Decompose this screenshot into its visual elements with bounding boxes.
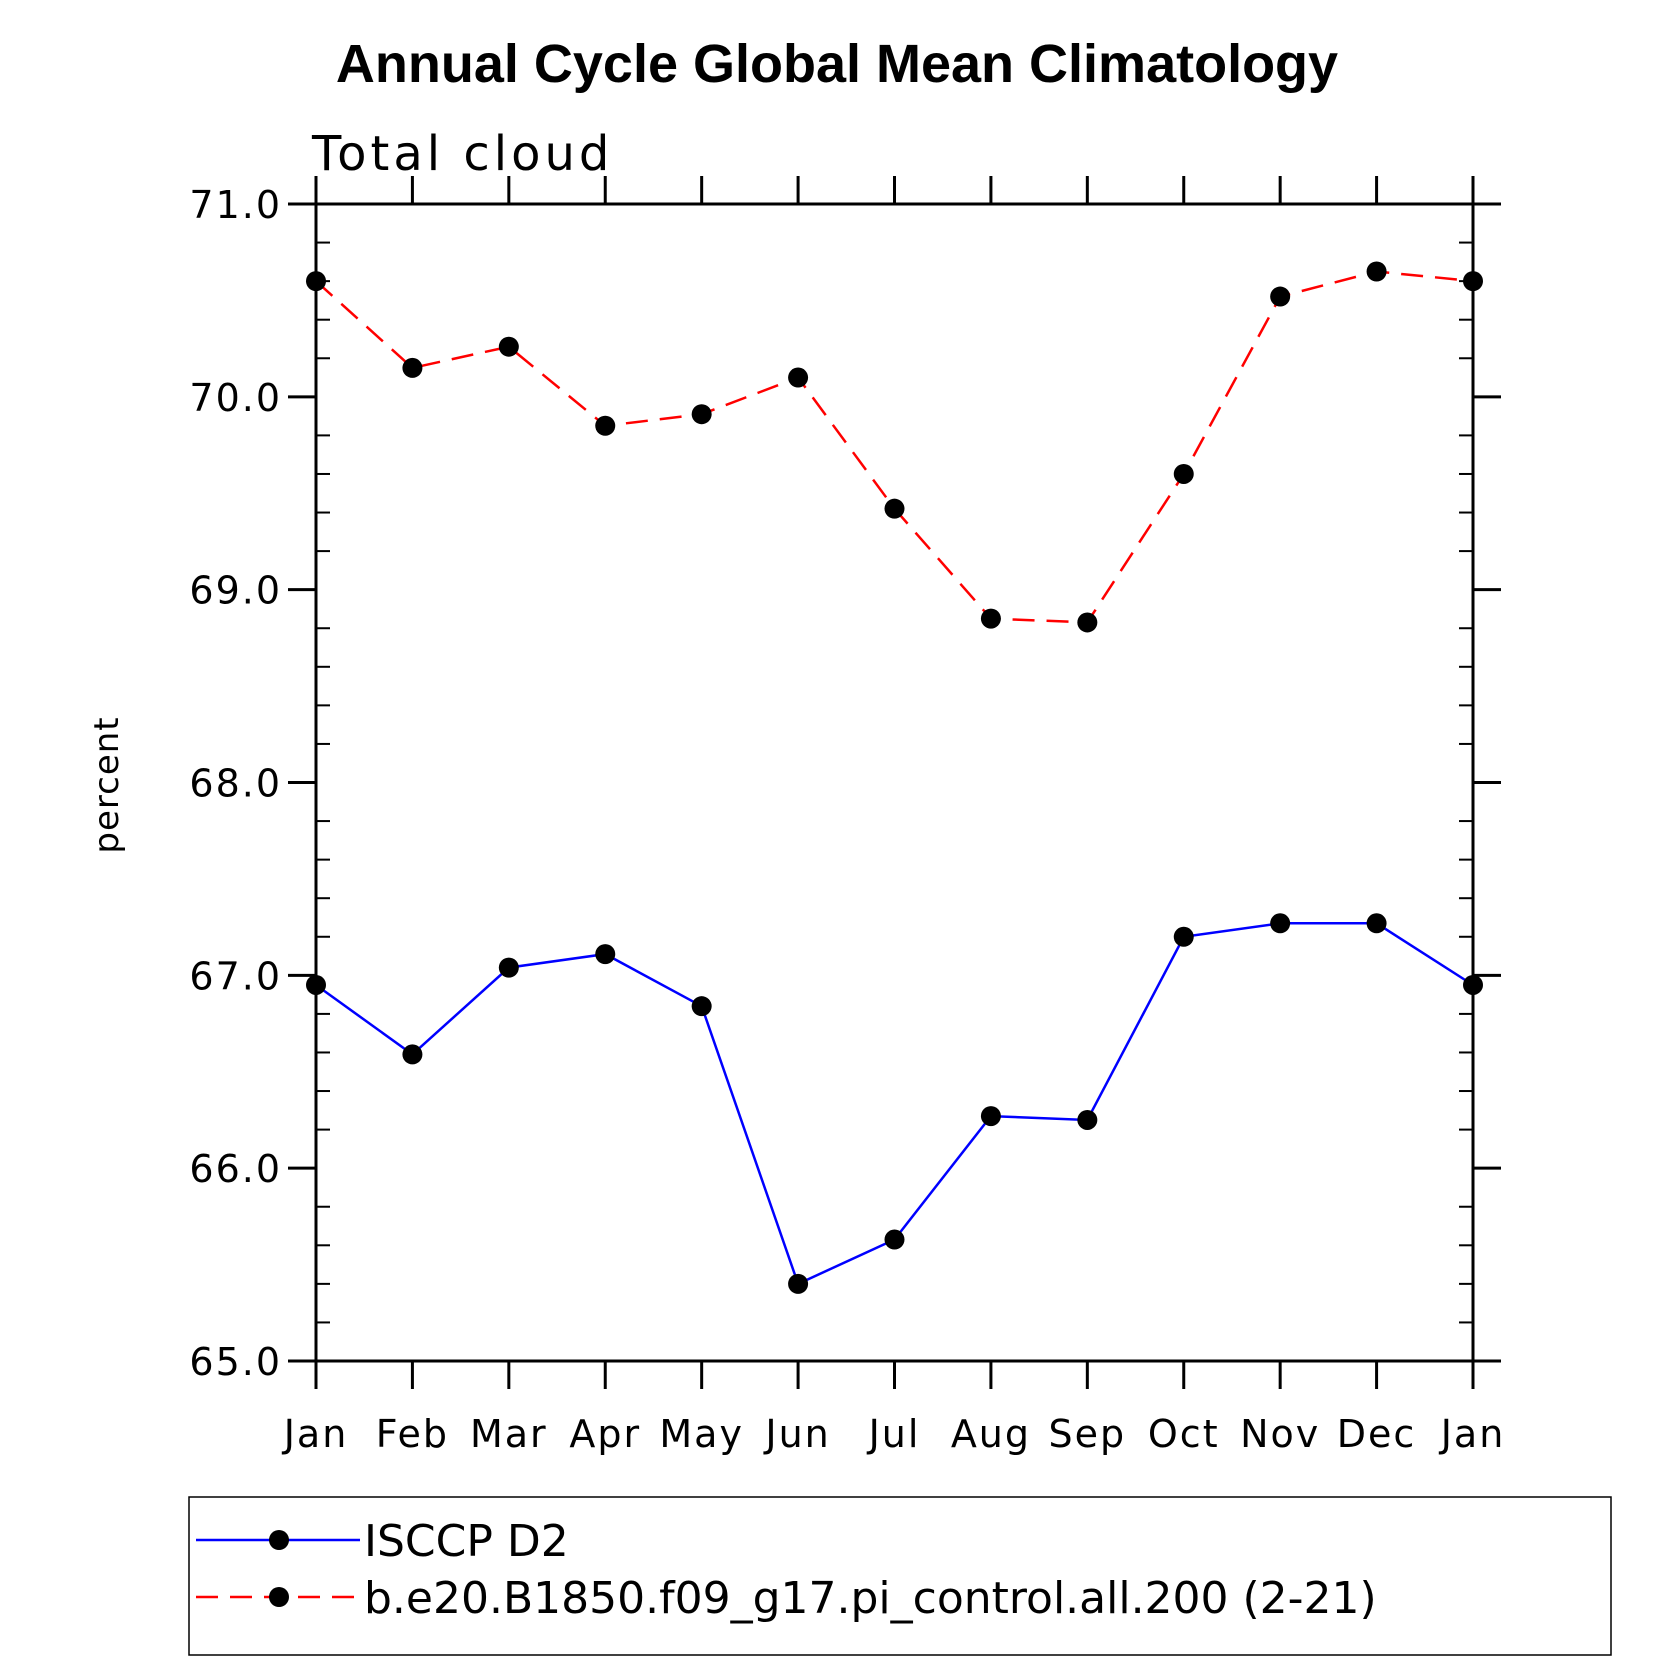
data-point-series-1 bbox=[1077, 1109, 1098, 1130]
y-tick-label: 67.0 bbox=[189, 954, 282, 998]
data-point-series-2 bbox=[1077, 612, 1098, 633]
data-point-series-1 bbox=[1366, 913, 1387, 934]
data-point-series-1 bbox=[595, 944, 616, 965]
y-tick-label: 71.0 bbox=[189, 183, 282, 227]
y-tick-label: 68.0 bbox=[189, 762, 282, 806]
legend-marker-2 bbox=[269, 1587, 289, 1607]
x-tick-label: Apr bbox=[569, 1412, 641, 1456]
data-point-series-2 bbox=[788, 367, 809, 388]
data-point-series-2 bbox=[498, 336, 519, 357]
x-tick-label: Sep bbox=[1049, 1412, 1127, 1456]
legend: ISCCP D2 b.e20.B1850.f09_g17.pi_control.a… bbox=[188, 1496, 1612, 1656]
y-tick-label: 70.0 bbox=[189, 376, 282, 420]
x-tick-label: Nov bbox=[1240, 1412, 1320, 1456]
x-tick-label: Dec bbox=[1337, 1412, 1417, 1456]
plot-frame bbox=[314, 202, 1475, 1363]
data-point-series-2 bbox=[402, 357, 423, 378]
series-line-2 bbox=[315, 270, 1474, 624]
x-tick-label: Jan bbox=[1439, 1412, 1506, 1456]
data-point-series-1 bbox=[1463, 974, 1483, 995]
data-point-series-1 bbox=[691, 996, 712, 1017]
data-point-series-2 bbox=[1366, 261, 1387, 282]
data-point-series-2 bbox=[884, 498, 905, 519]
x-tick-label: Oct bbox=[1148, 1412, 1220, 1456]
x-tick-label: Mar bbox=[470, 1412, 548, 1456]
data-point-series-1 bbox=[884, 1229, 905, 1250]
x-tick-label: Jan bbox=[282, 1412, 349, 1456]
y-axis-label: percent bbox=[87, 716, 127, 853]
data-point-series-2 bbox=[1173, 463, 1194, 484]
y-tick-label: 65.0 bbox=[189, 1340, 282, 1384]
data-point-series-1 bbox=[402, 1044, 423, 1065]
plot-area: Jan Feb Mar Apr May Jun Jul Aug Sep Oct Nov Dec Jan6… bbox=[189, 176, 1506, 1456]
x-tick-label: May bbox=[659, 1412, 744, 1456]
data-point-series-1 bbox=[980, 1106, 1001, 1127]
x-tick-label: Jun bbox=[763, 1412, 830, 1456]
x-tick-label: Jul bbox=[867, 1412, 921, 1456]
x-tick-label: Feb bbox=[376, 1412, 449, 1456]
data-point-series-2 bbox=[1270, 286, 1291, 307]
data-point-series-1 bbox=[306, 974, 326, 995]
chart-subtitle: Total cloud bbox=[311, 126, 613, 182]
x-tick-label: Aug bbox=[951, 1412, 1031, 1456]
legend-marker-1 bbox=[269, 1530, 289, 1550]
legend-label-1: ISCCP D2 bbox=[364, 1516, 569, 1567]
y-tick-label: 69.0 bbox=[189, 569, 282, 613]
data-point-series-1 bbox=[1173, 926, 1194, 947]
legend-box bbox=[188, 1496, 1612, 1656]
legend-label-2: b.e20.B1850.f09_g17.pi_control.all.200 (… bbox=[364, 1573, 1377, 1624]
chart-title: Annual Cycle Global Mean Climatology bbox=[336, 34, 1338, 94]
data-point-series-2 bbox=[1463, 271, 1483, 292]
data-point-series-1 bbox=[1270, 913, 1291, 934]
y-tick-label: 66.0 bbox=[189, 1147, 282, 1191]
data-point-series-2 bbox=[691, 404, 712, 425]
data-point-series-1 bbox=[498, 957, 519, 978]
data-point-series-2 bbox=[980, 608, 1001, 629]
data-point-series-1 bbox=[788, 1273, 809, 1294]
data-point-series-2 bbox=[595, 415, 616, 436]
data-point-series-2 bbox=[306, 271, 326, 292]
